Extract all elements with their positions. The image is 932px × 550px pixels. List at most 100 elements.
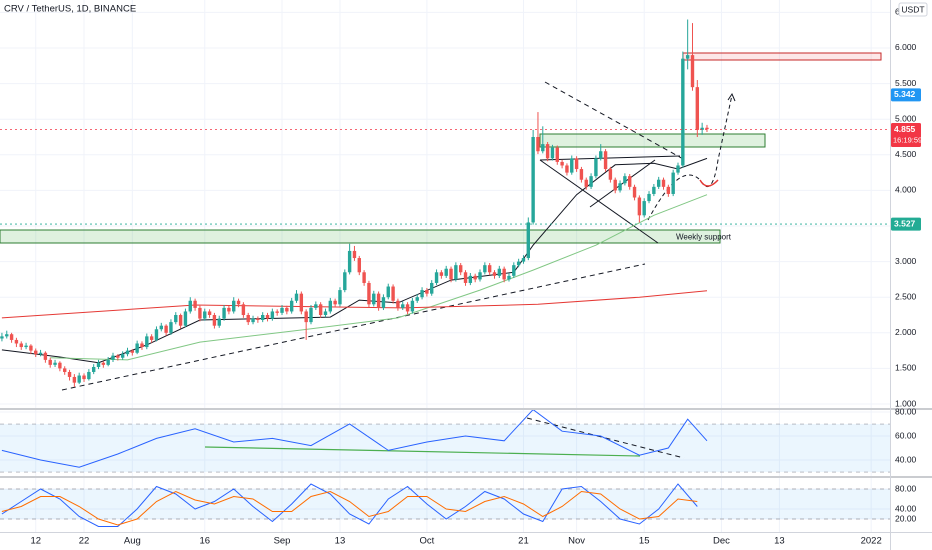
candle-body bbox=[125, 350, 130, 355]
candle-body bbox=[603, 151, 608, 170]
candle-body bbox=[285, 307, 289, 312]
candle-body bbox=[101, 362, 106, 365]
candle-body bbox=[24, 345, 28, 348]
x-tick-label: 21 bbox=[518, 536, 529, 547]
candle-body bbox=[468, 275, 473, 283]
moving-average bbox=[50, 194, 708, 361]
candle-body bbox=[43, 352, 48, 360]
x-tick-label: 13 bbox=[774, 536, 785, 547]
candle-body bbox=[0, 336, 4, 339]
candle-body bbox=[164, 325, 168, 333]
candle-body bbox=[48, 359, 52, 365]
candle-body bbox=[430, 282, 434, 294]
x-tick-label: 13 bbox=[335, 536, 346, 547]
candle-body bbox=[14, 339, 19, 344]
candle-body bbox=[541, 144, 545, 152]
candle-body bbox=[589, 176, 593, 187]
candle-body bbox=[512, 265, 516, 276]
candle-body bbox=[632, 186, 637, 198]
candle-body bbox=[492, 272, 497, 276]
candle-body bbox=[77, 375, 81, 383]
x-tick-label: 2022 bbox=[861, 536, 882, 547]
candle-body bbox=[183, 311, 188, 326]
candle-body bbox=[328, 300, 333, 312]
candle-body bbox=[700, 127, 704, 130]
candle-body bbox=[685, 55, 690, 59]
y-tick-label: 80.00 bbox=[895, 483, 917, 493]
rsi-support-line bbox=[204, 446, 641, 457]
y-tick-label: 5.000 bbox=[895, 113, 917, 123]
countdown-label: 16:19:59 bbox=[893, 136, 922, 145]
candle-body bbox=[91, 366, 96, 372]
candle-body bbox=[642, 201, 646, 216]
candle-body bbox=[120, 354, 125, 358]
wedge-line bbox=[539, 155, 681, 161]
x-tick-label: Nov bbox=[568, 536, 585, 547]
indicator-band bbox=[0, 489, 890, 519]
candle-body bbox=[188, 300, 192, 312]
candle-body bbox=[178, 315, 183, 326]
candle-body bbox=[294, 293, 299, 301]
candle-body bbox=[106, 359, 110, 365]
candle-body bbox=[420, 290, 424, 298]
candle-body bbox=[174, 315, 178, 323]
axis-layer: 12 22 Aug 16 Sep 13 Oct 21 Nov 15 Dec 13 2022 1.000 1.… bbox=[30, 7, 922, 547]
candle-body bbox=[256, 318, 260, 320]
candle-body bbox=[434, 272, 439, 283]
candle-body bbox=[613, 179, 617, 191]
price-tag-label: 4.855 bbox=[894, 124, 916, 134]
y-tick-label: 4.500 bbox=[895, 149, 917, 159]
y-tick-label: 6.000 bbox=[895, 42, 917, 52]
x-tick-label: Oct bbox=[420, 536, 435, 547]
candle-body bbox=[352, 250, 357, 259]
candle-body bbox=[565, 165, 569, 173]
y-tick-label: 60.00 bbox=[895, 430, 917, 440]
candle-body bbox=[265, 315, 270, 319]
candle-body bbox=[207, 311, 212, 316]
y-tick-label: 5.500 bbox=[895, 78, 917, 88]
candle-body bbox=[299, 293, 304, 312]
y-tick-label: 2.500 bbox=[895, 291, 917, 301]
candle-body bbox=[357, 258, 361, 273]
candle-body bbox=[656, 179, 661, 187]
x-tick-label: Aug bbox=[124, 536, 141, 547]
candle-body bbox=[318, 304, 323, 316]
price-tag-label: 3.527 bbox=[894, 218, 916, 228]
y-tick-label: 4.000 bbox=[895, 185, 917, 195]
band-layer bbox=[0, 423, 890, 520]
annotation: Weekly support bbox=[676, 233, 732, 242]
candle-body bbox=[19, 343, 23, 348]
y-tick-label: 3.000 bbox=[895, 256, 917, 266]
candle-body bbox=[232, 300, 236, 312]
candle-body bbox=[570, 158, 574, 173]
candle-body bbox=[599, 151, 603, 159]
indicator-line bbox=[1, 410, 708, 468]
candle-body bbox=[63, 368, 67, 372]
candle-body bbox=[67, 371, 72, 377]
candle-body bbox=[681, 58, 685, 166]
candle-body bbox=[628, 176, 632, 187]
y-tick-label: 20.00 bbox=[895, 513, 917, 523]
candle-body bbox=[58, 362, 62, 369]
price-tag bbox=[891, 217, 921, 231]
candle-body bbox=[458, 265, 463, 273]
candle-body bbox=[386, 286, 390, 298]
candle-body bbox=[594, 158, 598, 177]
candle-body bbox=[521, 258, 526, 262]
candle-body bbox=[608, 169, 613, 180]
candle-body bbox=[647, 193, 651, 202]
candle-body bbox=[550, 147, 555, 159]
trend-line bbox=[544, 81, 686, 161]
chart-title: CRV / TetherUS, 1D, BINANCE bbox=[4, 4, 136, 15]
candle-body bbox=[246, 315, 250, 323]
mark-layer bbox=[0, 19, 890, 527]
currency-label: USDT bbox=[901, 4, 924, 14]
candle-body bbox=[212, 315, 217, 326]
candle-body bbox=[396, 300, 400, 308]
trend-line bbox=[61, 263, 646, 391]
candle-body bbox=[391, 286, 395, 301]
candle-body bbox=[425, 290, 429, 294]
x-tick-label: 15 bbox=[639, 536, 650, 547]
candle-body bbox=[444, 268, 448, 276]
